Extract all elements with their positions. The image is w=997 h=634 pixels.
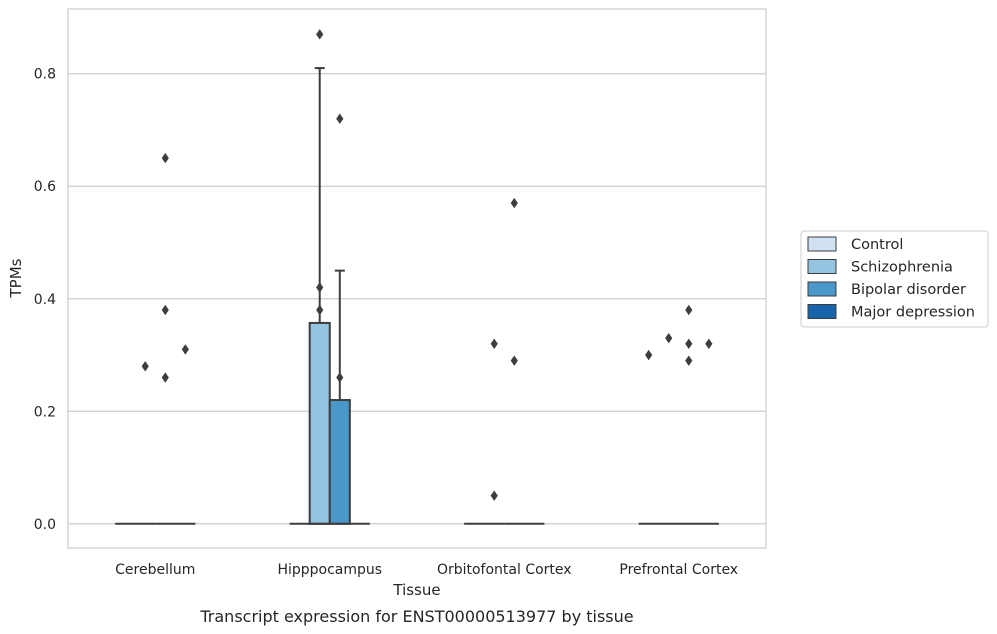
legend-swatch <box>807 236 837 252</box>
outlier-point <box>161 152 169 164</box>
legend-swatch <box>807 304 837 319</box>
legend-swatch <box>807 281 837 297</box>
outlier-point <box>141 361 149 372</box>
outlier-point <box>685 304 693 316</box>
outlier-point <box>705 338 713 349</box>
y-tick-label: 0.0 <box>34 517 56 533</box>
chart-caption: Transcript expression for ENST0000051397… <box>199 607 633 626</box>
x-axis-label: Tissue <box>392 581 440 599</box>
x-tick-label: Orbitofontal Cortex <box>437 562 572 578</box>
box-3-1 <box>658 332 679 525</box>
outlier-point <box>645 349 653 361</box>
outlier-point <box>490 490 498 501</box>
box-body <box>328 399 351 525</box>
y-tick-label: 0.2 <box>34 404 56 420</box>
x-tick-label: Hipppocampus <box>277 562 382 578</box>
box-0-3 <box>175 344 196 525</box>
y-tick-label: 0.4 <box>34 292 56 308</box>
outlier-point <box>316 29 324 40</box>
x-tick-label: Cerebellum <box>115 562 195 578</box>
legend-label: Control <box>851 237 903 253</box>
outlier-point <box>685 338 693 349</box>
legend-swatch <box>807 259 837 274</box>
box-2-2 <box>504 197 525 525</box>
box-0-2 <box>155 152 176 525</box>
box-0-1 <box>135 361 156 525</box>
x-tick-label: Prefrontal Cortex <box>619 562 738 578</box>
box-plot-area <box>115 29 719 525</box>
outlier-point <box>336 372 344 383</box>
legend: Control Schizophrenia Bipolar disorder Majo… <box>800 230 989 328</box>
box-3-3 <box>698 338 719 525</box>
legend-label: Schizophrenia <box>851 260 953 276</box>
box-1-2 <box>328 113 351 525</box>
box-3-0 <box>638 349 659 525</box>
outlier-point <box>161 372 169 383</box>
box-3-2 <box>678 304 699 525</box>
outlier-point <box>665 332 673 344</box>
box-body <box>308 321 331 525</box>
outlier-point <box>490 338 498 349</box>
outlier-point <box>510 197 518 209</box>
outlier-point <box>316 282 324 293</box>
outlier-point <box>685 355 693 366</box>
plot-frame <box>67 8 767 549</box>
outlier-point <box>161 304 169 316</box>
legend-label: Major depression <box>851 305 975 321</box>
outlier-point <box>510 355 518 366</box>
box-1-1 <box>308 29 331 525</box>
legend-frame <box>800 230 989 328</box>
grid-lines <box>68 73 766 525</box>
y-axis: 0.0 0.2 0.4 0.6 0.8 <box>34 67 56 533</box>
y-tick-label: 0.6 <box>34 179 56 195</box>
y-axis-label: TPMs <box>7 258 25 298</box>
outlier-point <box>181 344 189 355</box>
y-tick-label: 0.8 <box>34 67 56 83</box>
outlier-point <box>336 113 344 124</box>
outlier-point <box>316 304 324 316</box>
box-2-1 <box>484 338 505 525</box>
x-axis: Cerebellum Hipppocampus Orbitofontal Corte… <box>115 562 738 578</box>
legend-label: Bipolar disorder <box>851 282 966 298</box>
